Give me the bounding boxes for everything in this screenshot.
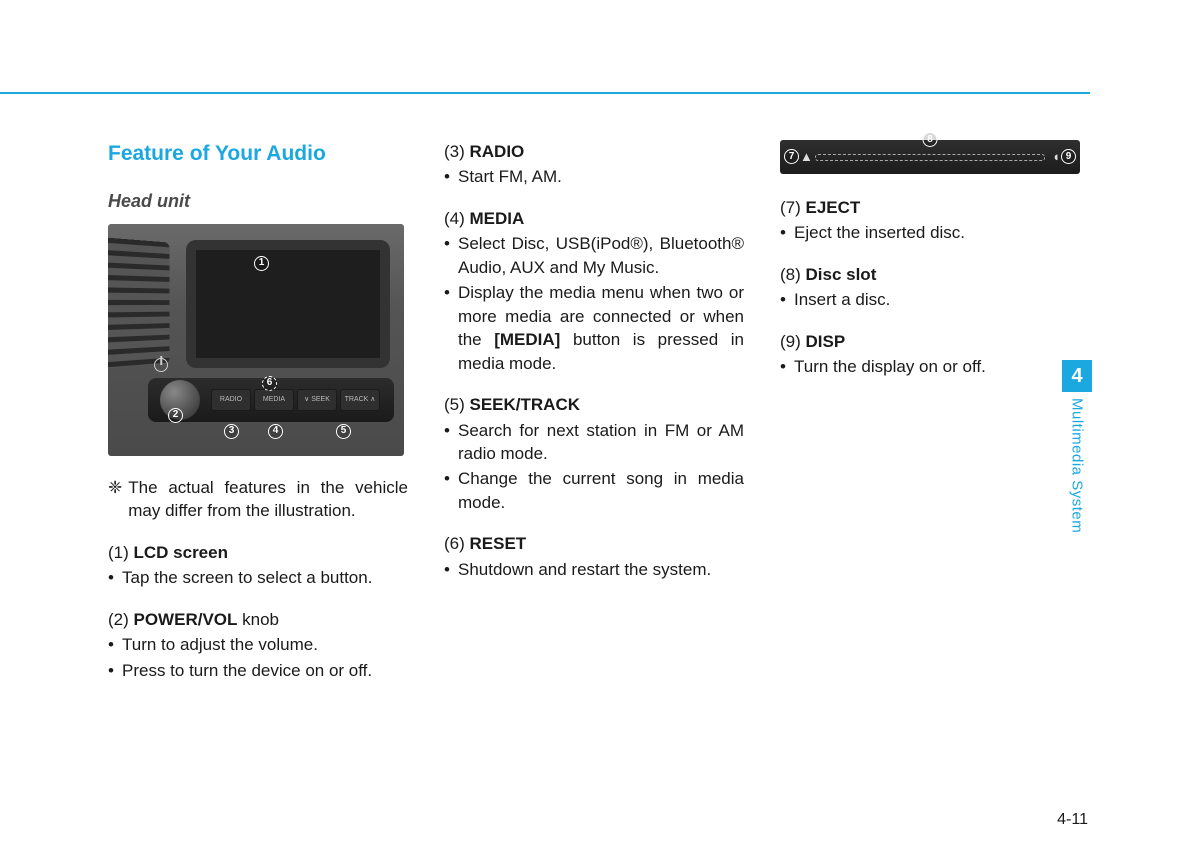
item-suffix: knob — [237, 610, 279, 629]
item-title: Disc slot — [806, 265, 877, 284]
disc-slot-line — [815, 154, 1045, 161]
seek-button-graphic: ∨ SEEK — [297, 389, 337, 411]
note-text: The actual features in the vehicle may d… — [128, 476, 408, 523]
item-number: (9) — [780, 332, 806, 351]
item-title: SEEK/TRACK — [470, 395, 581, 414]
item-bullets: Insert a disc. — [780, 288, 1080, 311]
chapter-number: 4 — [1062, 360, 1092, 392]
eject-glyph: ▲ — [800, 148, 813, 166]
radio-button-graphic: RADIO — [211, 389, 251, 411]
callout-9: 9 — [1061, 149, 1076, 164]
bullet: Eject the inserted disc. — [780, 221, 1080, 244]
chapter-label: Multimedia System — [1069, 398, 1086, 533]
subsection-head-unit: Head unit — [108, 189, 408, 214]
bullet: Press to turn the device on or off. — [108, 659, 408, 682]
item-head: (5) SEEK/TRACK — [444, 393, 744, 416]
note-symbol: ❈ — [108, 476, 122, 523]
item-head: (8) Disc slot — [780, 263, 1080, 286]
item-title: MEDIA — [470, 209, 525, 228]
callout-1: 1 — [254, 256, 269, 271]
item-number: (6) — [444, 534, 470, 553]
item-head: (1) LCD screen — [108, 541, 408, 564]
item-bullets: Turn the display on or off. — [780, 355, 1080, 378]
head-unit-illustration: RADIO MEDIA ∨ SEEK TRACK ∧ 1 2 3 4 5 6 — [108, 224, 404, 456]
item-number: (5) — [444, 395, 470, 414]
column-3: ▲ ◖ 7 8 9 (7) EJECTEject the inserted di… — [780, 140, 1080, 700]
callout-6: 6 — [262, 376, 277, 391]
item-head: (9) DISP — [780, 330, 1080, 353]
item-number: (4) — [444, 209, 470, 228]
item-number: (2) — [108, 610, 134, 629]
column-2: (3) RADIOStart FM, AM.(4) MEDIASelect Di… — [444, 140, 744, 700]
item-bullets: Search for next station in FM or AM radi… — [444, 419, 744, 515]
lcd-screen-graphic — [186, 240, 390, 368]
bullet: Display the media menu when two or more … — [444, 281, 744, 375]
bullet: Tap the screen to select a button. — [108, 566, 408, 589]
item-bullets: Turn to adjust the volume. Press to turn … — [108, 633, 408, 682]
callout-4: 4 — [268, 424, 283, 439]
disp-glyph: ◖ — [1052, 148, 1060, 166]
top-rule — [0, 92, 1090, 94]
callout-5: 5 — [336, 424, 351, 439]
item-head: (2) POWER/VOL knob — [108, 608, 408, 631]
item-title: EJECT — [806, 198, 861, 217]
item-head: (7) EJECT — [780, 196, 1080, 219]
bullet: Select Disc, USB(iPod®), Bluetooth® Audi… — [444, 232, 744, 279]
item-bullets: Start FM, AM. — [444, 165, 744, 188]
bullet: Turn the display on or off. — [780, 355, 1080, 378]
bullet: Insert a disc. — [780, 288, 1080, 311]
item-number: (7) — [780, 198, 806, 217]
column-1: Feature of Your Audio Head unit RADIO ME… — [108, 140, 408, 700]
item-bullets: Shutdown and restart the system. — [444, 558, 744, 581]
item-number: (1) — [108, 543, 134, 562]
illustration-note: ❈ The actual features in the vehicle may… — [108, 476, 408, 523]
item-number: (8) — [780, 265, 806, 284]
bullet: Turn to adjust the volume. — [108, 633, 408, 656]
page-content: Feature of Your Audio Head unit RADIO ME… — [108, 140, 1084, 700]
chapter-tab: 4 Multimedia System — [1062, 360, 1092, 533]
section-title: Feature of Your Audio — [108, 140, 408, 169]
callout-7: 7 — [784, 149, 799, 164]
item-title: LCD screen — [134, 543, 228, 562]
power-icon — [154, 358, 168, 372]
item-title: POWER/VOL — [134, 610, 238, 629]
item-title: DISP — [806, 332, 846, 351]
item-title: RADIO — [470, 142, 525, 161]
item-title: RESET — [470, 534, 527, 553]
item-bullets: Select Disc, USB(iPod®), Bluetooth® Audi… — [444, 232, 744, 375]
bullet: Search for next station in FM or AM radi… — [444, 419, 744, 466]
item-head: (4) MEDIA — [444, 207, 744, 230]
track-button-graphic: TRACK ∧ — [340, 389, 380, 411]
media-button-graphic: MEDIA — [254, 389, 294, 411]
item-head: (3) RADIO — [444, 140, 744, 163]
item-number: (3) — [444, 142, 470, 161]
air-vent — [108, 237, 170, 369]
callout-2: 2 — [168, 408, 183, 423]
item-bullets: Tap the screen to select a button. — [108, 566, 408, 589]
item-head: (6) RESET — [444, 532, 744, 555]
bullet: Start FM, AM. — [444, 165, 744, 188]
bullet: Shutdown and restart the system. — [444, 558, 744, 581]
item-bullets: Eject the inserted disc. — [780, 221, 1080, 244]
disc-slot-illustration: ▲ ◖ 7 8 9 — [780, 140, 1080, 174]
page-number: 4-11 — [1057, 811, 1088, 829]
callout-3: 3 — [224, 424, 239, 439]
callout-8: 8 — [923, 132, 938, 147]
bullet: Change the current song in media mode. — [444, 467, 744, 514]
